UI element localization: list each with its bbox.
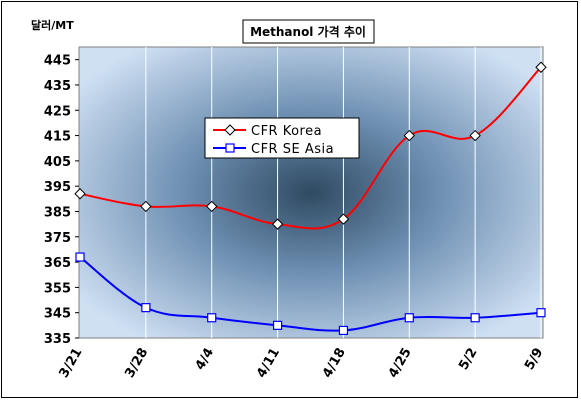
x-tick-label: 4/25	[386, 346, 415, 381]
data-point	[403, 129, 415, 142]
y-tick-label: 445	[44, 54, 71, 69]
y-tick-label: 365	[44, 256, 71, 271]
data-point	[272, 320, 283, 330]
x-tick-label: 5/9	[522, 346, 546, 373]
legend-item: CFR SE Asia	[213, 142, 334, 157]
legend: CFR Korea CFR SE Asia	[204, 117, 360, 159]
chart-title: Methanol 가격 추이	[250, 24, 366, 39]
legend-label: CFR SE Asia	[251, 142, 334, 157]
x-tick-label: 5/2	[456, 346, 480, 373]
y-tick-label: 375	[44, 231, 71, 246]
data-point	[207, 313, 217, 323]
y-tick-label: 355	[44, 281, 71, 296]
data-point	[470, 313, 480, 323]
plot-area	[78, 46, 544, 339]
x-tick-label: 4/11	[254, 346, 283, 381]
data-point	[74, 188, 86, 200]
data-point	[75, 252, 85, 262]
data-point	[140, 200, 152, 213]
series-cfr-korea	[74, 61, 547, 230]
y-tick-label: 405	[44, 155, 71, 170]
data-point	[536, 308, 546, 318]
series-lines	[74, 61, 547, 336]
y-tick-label: 385	[44, 205, 71, 220]
data-point	[141, 303, 151, 313]
data-point	[469, 129, 481, 142]
y-tick-label: 335	[44, 332, 71, 347]
x-tick-label: 3/21	[57, 346, 86, 381]
data-point	[206, 200, 218, 213]
series-cfr-se-asia	[75, 252, 546, 336]
chart-title-box	[242, 19, 375, 44]
square-marker-icon	[225, 143, 235, 153]
y-axis-label: 달러/MT	[31, 18, 74, 32]
legend-label: CFR Korea	[251, 124, 322, 139]
legend-item: CFR Korea	[213, 124, 322, 139]
x-tick-label: 4/18	[320, 346, 349, 381]
y-tick-label: 415	[44, 130, 71, 145]
x-tick-label: 4/4	[193, 346, 217, 373]
y-tick-label: 425	[44, 104, 71, 119]
y-axis: 335 345 355 365 375 385 395 405 415 425 435 445	[44, 54, 79, 347]
data-point	[271, 218, 284, 230]
y-tick-label: 395	[44, 180, 71, 195]
data-point	[337, 213, 350, 225]
data-point	[338, 325, 349, 336]
data-point	[535, 61, 547, 73]
diamond-marker-icon	[224, 124, 236, 136]
x-tick-label: 3/28	[122, 346, 151, 381]
grid-lines	[145, 47, 542, 338]
y-tick-label: 345	[44, 307, 71, 322]
y-tick-label: 435	[44, 79, 71, 94]
data-point	[404, 313, 414, 323]
x-axis: 3/21 3/28 4/4 4/11 4/18 4/25 5/2 5/9	[57, 346, 547, 381]
